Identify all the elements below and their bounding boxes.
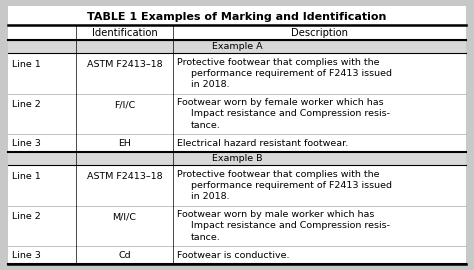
Text: Example A: Example A: [212, 42, 262, 51]
Text: tance.: tance.: [191, 121, 221, 130]
Text: Impact resistance and Compression resis-: Impact resistance and Compression resis-: [191, 221, 390, 230]
Text: Line 3: Line 3: [12, 139, 41, 147]
Text: ASTM F2413–18: ASTM F2413–18: [87, 60, 162, 69]
Bar: [8, 152, 466, 165]
Text: in 2018.: in 2018.: [191, 80, 229, 89]
Text: EH: EH: [118, 139, 131, 147]
Text: tance.: tance.: [191, 233, 221, 242]
Text: F/I/C: F/I/C: [114, 100, 135, 110]
Text: Cd: Cd: [118, 251, 131, 259]
Text: Line 3: Line 3: [12, 251, 41, 259]
Text: Line 1: Line 1: [12, 60, 41, 69]
Bar: [8, 40, 466, 53]
Text: performance requirement of F2413 issued: performance requirement of F2413 issued: [191, 69, 392, 78]
Text: Footwear is conductive.: Footwear is conductive.: [177, 251, 290, 259]
Text: Electrical hazard resistant footwear.: Electrical hazard resistant footwear.: [177, 139, 348, 147]
Text: Description: Description: [291, 28, 348, 38]
Text: Protective footwear that complies with the: Protective footwear that complies with t…: [177, 58, 380, 67]
Text: Line 2: Line 2: [12, 212, 41, 221]
Text: Line 1: Line 1: [12, 172, 41, 181]
Text: Protective footwear that complies with the: Protective footwear that complies with t…: [177, 170, 380, 179]
Text: Footwear worn by male worker which has: Footwear worn by male worker which has: [177, 210, 374, 219]
Text: M/I/C: M/I/C: [112, 212, 137, 221]
Text: Footwear worn by female worker which has: Footwear worn by female worker which has: [177, 98, 383, 107]
Text: performance requirement of F2413 issued: performance requirement of F2413 issued: [191, 181, 392, 190]
Text: Impact resistance and Compression resis-: Impact resistance and Compression resis-: [191, 109, 390, 118]
Text: Identification: Identification: [91, 28, 157, 38]
Text: Example B: Example B: [212, 154, 262, 163]
Text: TABLE 1 Examples of Marking and Identification: TABLE 1 Examples of Marking and Identifi…: [87, 12, 387, 22]
Text: Line 2: Line 2: [12, 100, 41, 110]
Text: in 2018.: in 2018.: [191, 192, 229, 201]
Text: ASTM F2413–18: ASTM F2413–18: [87, 172, 162, 181]
